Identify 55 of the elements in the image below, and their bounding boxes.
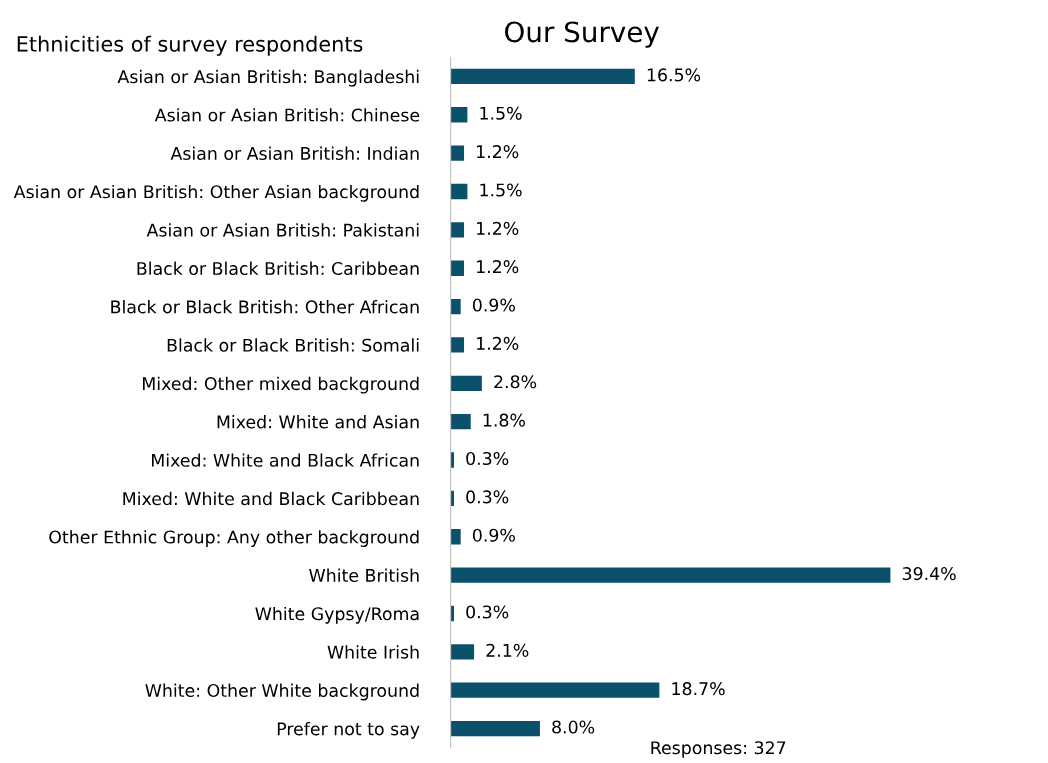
bar (450, 222, 465, 238)
bar (450, 183, 468, 200)
bar (450, 337, 465, 353)
data-label: 8.0% (552, 720, 595, 734)
data-label: 39.4% (902, 567, 956, 581)
data-label: 1.8% (483, 413, 525, 427)
bar (450, 567, 891, 583)
y-tick-label: White British (309, 568, 419, 582)
bar (450, 529, 461, 545)
data-label: 1.5% (480, 106, 522, 120)
y-tick-label: Black or Black British: Somali (167, 338, 419, 352)
y-tick-label: Prefer not to say (277, 721, 420, 739)
y-tick-label: White: Other White background (145, 683, 419, 701)
y-tick-label: Black or Black British: Other African (111, 299, 419, 314)
bar (450, 68, 635, 85)
y-tick-label: Mixed: White and Black Caribbean (123, 491, 419, 506)
y-tick-label: Mixed: White and Asian (217, 415, 419, 429)
data-label: 0.9% (472, 298, 515, 312)
data-label: 2.8% (494, 375, 537, 389)
chart-title: Our Survey (505, 21, 659, 48)
bar (450, 375, 482, 391)
y-tick-label: White Irish (327, 645, 419, 659)
y-tick-label: Asian or Asian British: Indian (170, 146, 419, 160)
y-tick-label: Black or Black British: Caribbean (137, 261, 419, 276)
data-label: 16.5% (647, 68, 701, 82)
data-label: 18.7% (672, 682, 725, 696)
y-tick-label: White Gypsy/Roma (255, 606, 419, 624)
y-tick-label: Other Ethnic Group: Any other background (49, 530, 419, 547)
y-tick-label: Asian or Asian British: Other Asian background (13, 184, 419, 202)
data-label: 1.5% (480, 183, 522, 197)
bar (450, 260, 465, 276)
bar (450, 298, 461, 315)
data-label: 1.2% (477, 336, 519, 350)
data-label: 2.1% (486, 643, 529, 657)
bar (450, 720, 540, 737)
data-label: 0.9% (472, 528, 515, 542)
data-label: 0.3% (466, 490, 509, 504)
bar (450, 452, 454, 468)
y-tick-label: Asian or Asian British: Bangladeshi (117, 69, 419, 87)
data-label: 1.2% (477, 260, 519, 274)
bar (450, 107, 468, 123)
data-label: 1.2% (477, 221, 519, 235)
bar (450, 644, 475, 660)
text: Ethnicities of survey respondents (17, 35, 363, 56)
y-tick-label: Mixed: White and Black African (152, 453, 419, 467)
bar (450, 145, 465, 161)
data-label: 0.3% (466, 605, 509, 619)
data-label: 1.2% (477, 145, 519, 159)
bar (450, 682, 660, 698)
data-label: 0.3% (466, 451, 509, 466)
y-tick-label: Mixed: Other mixed background (143, 376, 419, 394)
annotation: Responses: 327 (651, 741, 786, 758)
y-tick-label: Asian or Asian British: Chinese (154, 108, 420, 122)
bar (450, 413, 471, 430)
y-tick-label: Asian or Asian British: Pakistani (146, 223, 419, 237)
